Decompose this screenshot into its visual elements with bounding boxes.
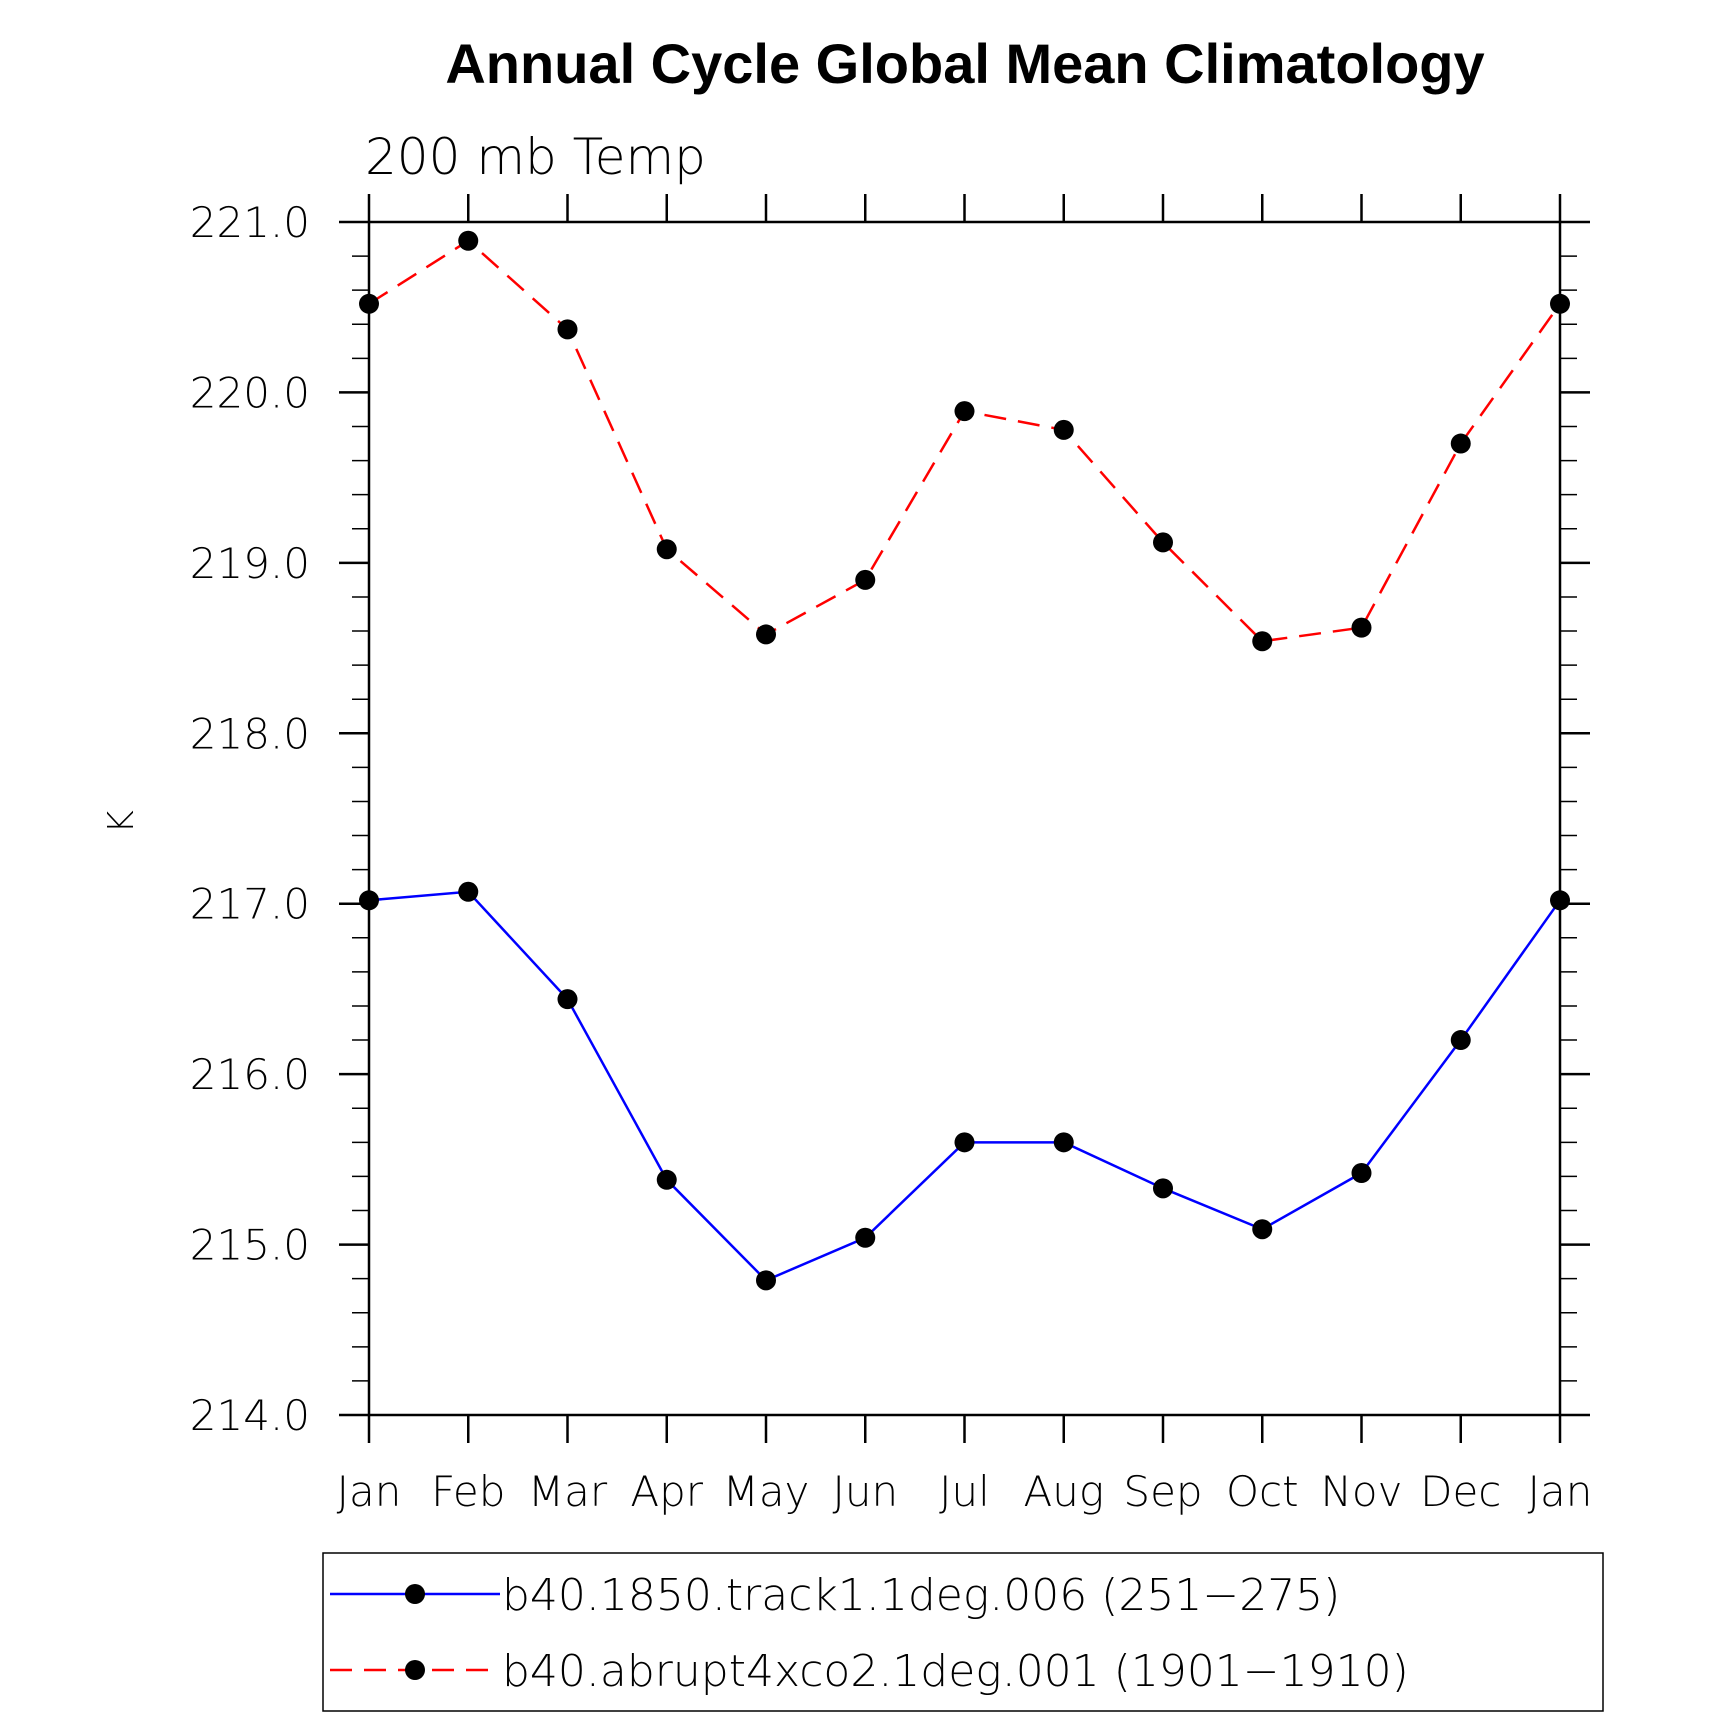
- y-tick-labels: 214.0 215.0 216.0 217.0 218.0 219.0 220.0 221.0: [190, 198, 310, 1440]
- y-tick-label: 215.0: [190, 1221, 310, 1270]
- data-point: [1053, 1132, 1074, 1153]
- data-point: [756, 1270, 776, 1291]
- data-point: [1153, 532, 1173, 553]
- axis-ticks: [339, 194, 1590, 1443]
- data-point: [656, 1169, 677, 1190]
- legend-box: [322, 1552, 1604, 1712]
- data-point: [458, 230, 479, 251]
- x-tick-label: Sep: [1123, 1467, 1202, 1516]
- y-tick-label: 220.0: [190, 368, 310, 417]
- y-tick-label: 216.0: [190, 1050, 310, 1099]
- legend-marker: [405, 1584, 425, 1604]
- y-tick-label: 217.0: [190, 880, 310, 929]
- legend-entry: b40.abrupt4xco2.1deg.001 (1901−1910): [330, 1646, 1409, 1697]
- x-tick-label: Jul: [939, 1467, 990, 1516]
- data-point: [855, 1227, 876, 1248]
- series-group: [359, 881, 1570, 1291]
- x-tick-label: Feb: [431, 1467, 505, 1516]
- legend-marker: [405, 1660, 425, 1680]
- plot-frame: [367, 220, 1562, 1417]
- y-tick-label: 218.0: [190, 709, 310, 758]
- legend-entry: b40.1850.track1.1deg.006 (251−275): [330, 1570, 1340, 1621]
- series-group: [359, 230, 1570, 652]
- data-point: [656, 539, 677, 560]
- y-tick-label: 214.0: [190, 1391, 310, 1440]
- data-series: [359, 230, 1570, 1291]
- legend-label: b40.abrupt4xco2.1deg.001 (1901−1910): [502, 1646, 1409, 1697]
- y-axis-label: K: [101, 810, 142, 834]
- x-tick-label: Jan: [1528, 1467, 1593, 1516]
- x-tick-label: Apr: [630, 1467, 703, 1516]
- data-point: [557, 319, 578, 340]
- y-tick-label: 221.0: [190, 198, 310, 247]
- data-point: [1252, 631, 1273, 652]
- chart-title: Annual Cycle Global Mean Climatology: [445, 32, 1484, 95]
- x-tick-label: Dec: [1420, 1467, 1501, 1516]
- x-tick-label: Aug: [1023, 1467, 1104, 1516]
- x-tick-label: Jan: [337, 1467, 402, 1516]
- x-tick-label: Mar: [528, 1467, 608, 1516]
- legend-label: b40.1850.track1.1deg.006 (251−275): [502, 1570, 1340, 1621]
- data-point: [954, 401, 975, 422]
- data-point: [1053, 419, 1074, 440]
- data-point: [756, 624, 776, 645]
- data-point: [954, 1132, 975, 1153]
- data-point: [1450, 1030, 1471, 1051]
- data-point: [557, 989, 578, 1010]
- x-tick-label: Jun: [832, 1467, 898, 1516]
- chart-subtitle: 200 mb Temp: [365, 128, 706, 186]
- x-tick-label: Nov: [1321, 1467, 1403, 1516]
- legend: b40.1850.track1.1deg.006 (251−275) b40.ab…: [322, 1552, 1604, 1712]
- data-point: [855, 569, 876, 590]
- data-point: [1153, 1178, 1173, 1199]
- x-tick-label: May: [723, 1467, 810, 1516]
- x-tick-label: Oct: [1226, 1467, 1299, 1516]
- data-point: [1252, 1219, 1273, 1240]
- x-tick-labels: Jan Feb Mar Apr May Jun Jul Aug Sep Oct Nov Dec Jan: [337, 1467, 1593, 1516]
- y-tick-label: 219.0: [190, 539, 310, 588]
- data-point: [1351, 617, 1372, 638]
- data-point: [458, 881, 479, 902]
- data-point: [1450, 433, 1471, 454]
- series-line: [368, 239, 1562, 643]
- series-line: [368, 890, 1562, 1282]
- data-point: [1351, 1162, 1372, 1183]
